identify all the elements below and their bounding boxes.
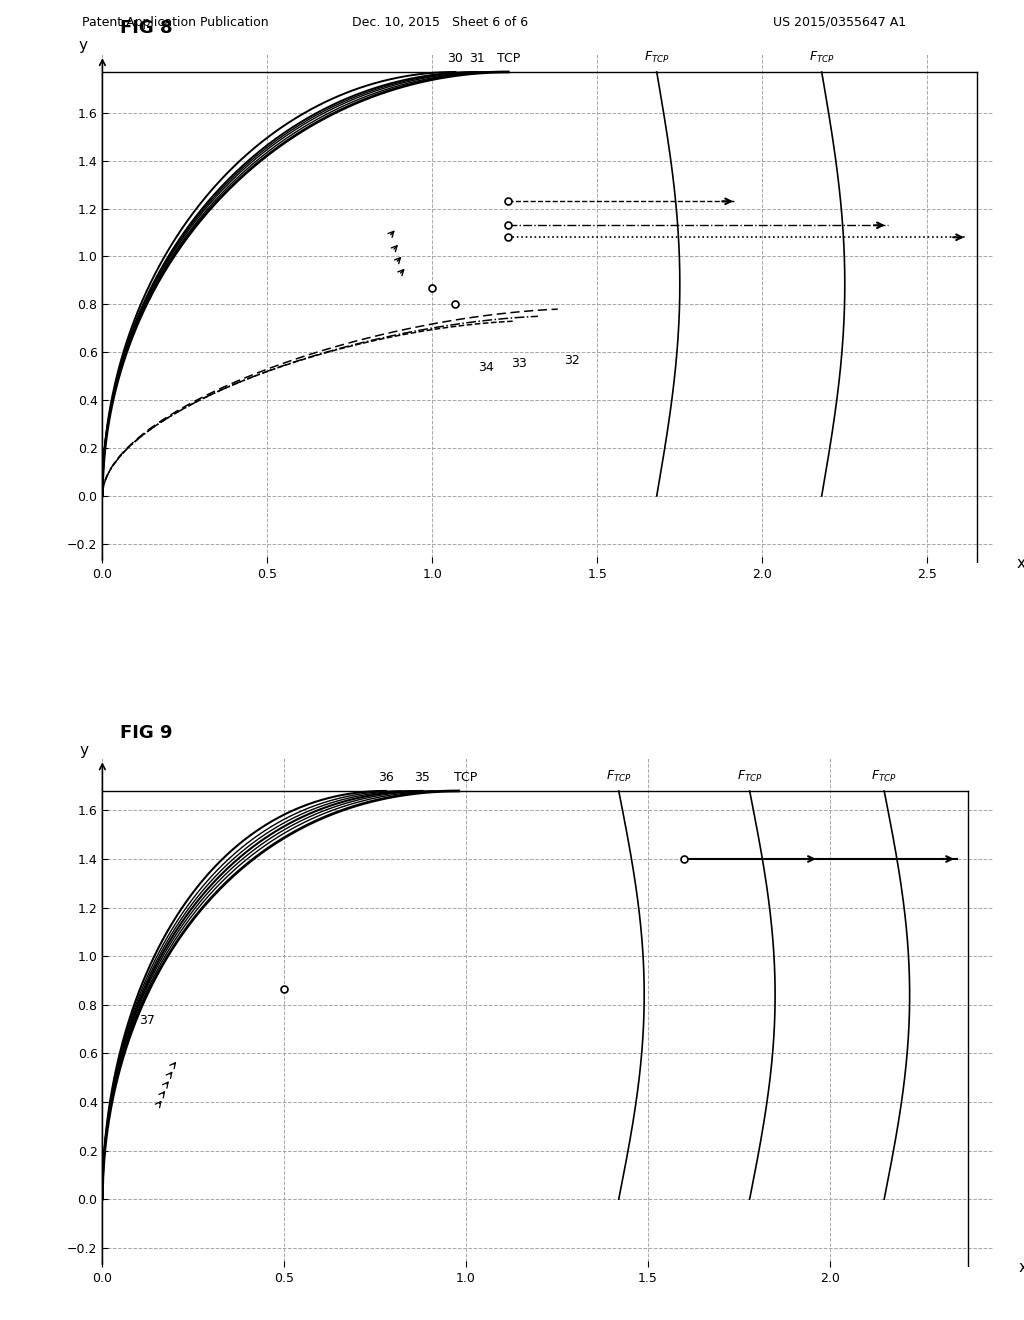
Text: 32: 32 [564,354,580,367]
Text: Patent Application Publication: Patent Application Publication [82,16,268,29]
Text: $F_{TCP}$: $F_{TCP}$ [644,50,670,65]
Text: 33: 33 [512,356,527,370]
Text: 36: 36 [378,771,394,784]
Text: y: y [78,38,87,53]
Text: TCP: TCP [497,51,520,65]
Text: 35: 35 [415,771,430,784]
Text: $F_{TCP}$: $F_{TCP}$ [606,768,632,784]
Text: 34: 34 [478,362,495,375]
Text: FIG 8: FIG 8 [120,20,173,37]
Text: US 2015/0355647 A1: US 2015/0355647 A1 [773,16,906,29]
Text: 30: 30 [447,51,464,65]
Text: FIG 9: FIG 9 [120,723,173,742]
Text: x: x [1019,1259,1024,1275]
Text: y: y [80,743,89,758]
Text: 37: 37 [139,1014,155,1027]
Text: $F_{TCP}$: $F_{TCP}$ [736,768,763,784]
Text: $F_{TCP}$: $F_{TCP}$ [871,768,897,784]
Text: Dec. 10, 2015   Sheet 6 of 6: Dec. 10, 2015 Sheet 6 of 6 [352,16,528,29]
Text: 31: 31 [469,51,484,65]
Text: TCP: TCP [455,771,477,784]
Text: x: x [1017,556,1024,570]
Text: $F_{TCP}$: $F_{TCP}$ [809,50,835,65]
